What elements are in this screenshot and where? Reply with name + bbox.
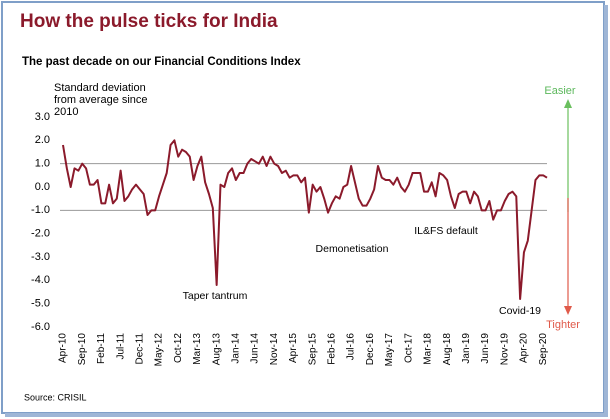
frame-shadow bbox=[604, 5, 608, 417]
x-tick-label: Oct-17 bbox=[403, 333, 414, 363]
x-tick-label: Mar-18 bbox=[423, 333, 434, 365]
x-tick-label: Apr-20 bbox=[519, 333, 530, 363]
x-tick-label: Aug-18 bbox=[442, 333, 453, 366]
x-tick-label: Sep-10 bbox=[77, 333, 88, 366]
x-tick-label: Jan-14 bbox=[230, 333, 241, 364]
x-tick-label: Apr-15 bbox=[288, 333, 299, 363]
x-tick-label: Jul-11 bbox=[115, 333, 126, 360]
x-tick-label: Dec-16 bbox=[365, 333, 376, 366]
annotation: Covid-19 bbox=[499, 305, 541, 317]
x-tick-label: Sep-20 bbox=[538, 333, 549, 366]
y-tick-label: -1.0 bbox=[31, 204, 50, 216]
x-tick-label: Nov-19 bbox=[499, 333, 510, 366]
tighter-label: Tighter bbox=[546, 319, 580, 331]
x-tick-label: Dec-11 bbox=[134, 333, 145, 365]
x-tick-label: Oct-12 bbox=[173, 333, 184, 363]
series-line bbox=[62, 139, 548, 300]
tighter-arrowhead bbox=[564, 306, 572, 315]
x-tick-label: Nov-14 bbox=[269, 333, 280, 366]
x-tick-label: Jul-16 bbox=[346, 333, 357, 361]
x-tick-label: Feb-16 bbox=[327, 333, 338, 365]
y-tick-label: -2.0 bbox=[31, 228, 50, 240]
x-tick-label: Jan-19 bbox=[461, 333, 472, 364]
x-tick-label: Jun-14 bbox=[250, 333, 261, 364]
y-tick-label: 0.0 bbox=[35, 181, 50, 193]
y-tick-label: 3.0 bbox=[35, 111, 50, 123]
x-tick-label: May-17 bbox=[384, 333, 395, 367]
annotation: Demonetisation bbox=[316, 243, 389, 255]
source: Source: CRISIL bbox=[24, 392, 87, 402]
y-tick-label: -5.0 bbox=[31, 298, 50, 310]
y-tick-label: -3.0 bbox=[31, 251, 50, 263]
x-tick-label: Sep-15 bbox=[307, 333, 318, 366]
x-tick-label: Aug-13 bbox=[211, 333, 222, 366]
y-axis-label: Standard deviation from average since 20… bbox=[54, 82, 148, 118]
title: How the pulse ticks for India bbox=[20, 11, 278, 32]
annotation: IL&FS default bbox=[414, 225, 478, 237]
x-tick-label: May-12 bbox=[154, 333, 165, 367]
frame-shadow bbox=[5, 413, 605, 417]
y-tick-label: -4.0 bbox=[31, 274, 50, 286]
y-tick-label: -6.0 bbox=[31, 321, 50, 333]
x-tick-label: Apr-10 bbox=[58, 333, 69, 363]
y-tick-label: 2.0 bbox=[35, 134, 50, 146]
x-tick-label: Feb-11 bbox=[96, 333, 107, 364]
frame bbox=[1, 1, 605, 414]
y-tick-label: 1.0 bbox=[35, 158, 50, 170]
x-tick-label: Jun-19 bbox=[480, 333, 491, 364]
easier-label: Easier bbox=[544, 85, 576, 97]
x-tick-label: Mar-13 bbox=[192, 333, 203, 365]
annotation: Taper tantrum bbox=[183, 290, 248, 302]
easier-arrowhead bbox=[564, 99, 572, 108]
subtitle: The past decade on our Financial Conditi… bbox=[22, 56, 301, 68]
